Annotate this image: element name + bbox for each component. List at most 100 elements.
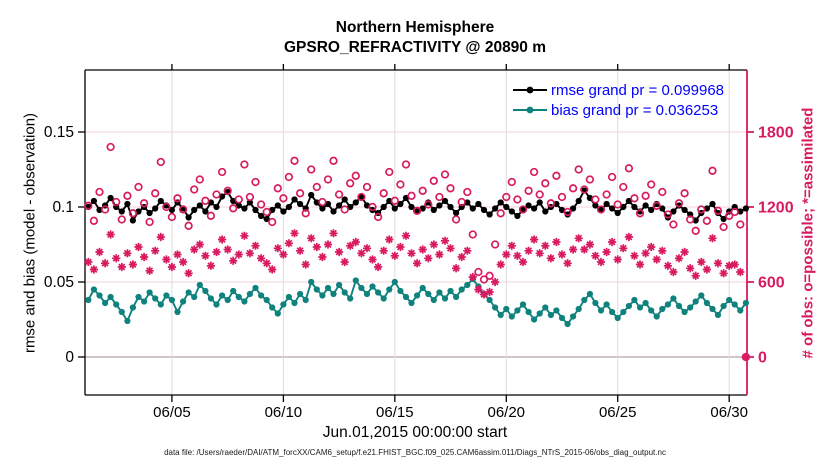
bias-series-marker: [553, 307, 560, 314]
rmse-series-marker: [336, 202, 343, 209]
bias-series-marker: [597, 307, 605, 314]
bias-series-marker: [152, 295, 159, 302]
assimilated-obs-marker: [658, 246, 667, 255]
rmse-series-marker: [90, 197, 97, 205]
rmse-series-marker: [308, 191, 315, 199]
possible-obs-marker: [84, 201, 93, 210]
rmse-series-marker: [531, 205, 538, 212]
rmse-series-marker: [592, 202, 599, 209]
assimilated-obs-marker: [184, 269, 193, 278]
assimilated-obs-marker: [156, 232, 165, 242]
possible-obs-marker: [117, 215, 126, 224]
rmse-series-marker: [441, 197, 449, 205]
assimilated-obs-marker: [429, 240, 438, 249]
possible-obs-marker: [234, 195, 243, 204]
bias-series-marker: [408, 299, 415, 307]
possible-obs-marker: [440, 170, 450, 179]
assimilated-obs-marker: [479, 290, 489, 299]
y-left-tick-label: 0.15: [44, 124, 74, 141]
bias-series-marker: [297, 290, 304, 298]
rmse-series-marker: [503, 203, 510, 211]
rmse-series-marker: [319, 205, 326, 212]
bias-series-marker: [258, 292, 265, 299]
bias-series-marker: [330, 290, 337, 298]
assimilated-obs-marker: [630, 251, 639, 260]
rmse-series-marker: [96, 206, 103, 214]
bias-series-marker: [653, 313, 660, 320]
x-axis-label: Jun.01,2015 00:00:00 start: [322, 424, 508, 441]
assimilated-obs-marker: [95, 247, 104, 257]
assimilated-obs-marker: [697, 257, 706, 267]
possible-obs-marker: [725, 211, 734, 220]
bias-series-marker: [141, 298, 148, 305]
assimilated-obs-marker: [569, 245, 578, 254]
possible-obs-marker: [619, 182, 628, 192]
assimilated-obs-marker: [362, 244, 372, 253]
assimilated-obs-marker: [173, 250, 182, 259]
possible-obs-marker: [245, 192, 255, 202]
rmse-series-marker: [107, 194, 114, 202]
assimilated-obs-marker: [290, 229, 299, 238]
assimilated-obs-marker: [273, 244, 282, 253]
bias-series-marker: [670, 295, 677, 302]
possible-obs-marker: [713, 206, 723, 215]
possible-obs-marker: [641, 191, 650, 200]
bias-series-marker: [386, 286, 393, 293]
bias-series-marker: [547, 311, 555, 319]
bias-series-marker: [163, 292, 170, 299]
possible-obs-marker: [100, 205, 110, 214]
rmse-series-marker: [737, 208, 744, 215]
assimilated-obs-marker: [552, 237, 561, 247]
bias-series-marker: [246, 290, 253, 298]
bias-series-marker: [631, 296, 638, 304]
assimilated-obs-marker: [652, 255, 661, 264]
bias-series-marker: [107, 293, 114, 301]
assimilated-obs-marker: [708, 234, 717, 243]
bias-series-marker: [742, 299, 750, 307]
possible-obs-marker: [396, 180, 405, 189]
assimilated-obs-marker: [541, 241, 550, 250]
rmse-series-marker: [191, 206, 198, 214]
rmse-series-marker: [341, 196, 348, 203]
assimilated-obs-marker: [123, 249, 132, 258]
possible-obs-marker: [128, 209, 138, 218]
possible-obs-marker: [568, 184, 578, 193]
possible-obs-marker: [730, 207, 739, 217]
assimilated-obs-marker: [89, 265, 98, 274]
bias-series-marker: [592, 299, 599, 307]
assimilated-obs-marker: [446, 244, 455, 253]
bias-series-marker: [464, 281, 471, 289]
assimilated-obs-marker: [613, 255, 622, 264]
assimilated-obs-marker: [730, 260, 739, 269]
possible-obs-marker: [424, 200, 433, 209]
bias-series-marker: [269, 304, 276, 311]
bias-series-marker: [726, 296, 733, 304]
assimilated-obs-marker: [106, 230, 115, 239]
bias-series-marker: [720, 302, 727, 310]
bias-series-marker: [180, 298, 187, 305]
assimilated-obs-marker: [591, 251, 600, 260]
x-tick-label: 06/20: [487, 404, 525, 421]
assimilated-obs-marker: [440, 236, 450, 245]
possible-obs-marker: [184, 221, 193, 230]
chart-title-line2: GPSRO_REFRACTIVITY @ 20890 m: [283, 39, 547, 56]
rmse-series-marker: [330, 208, 337, 215]
bias-series-marker: [196, 281, 203, 289]
assimilated-obs-marker: [245, 249, 254, 258]
rmse-series-marker: [408, 203, 415, 211]
possible-obs-marker: [223, 186, 232, 195]
rmse-series-marker: [258, 212, 265, 220]
possible-obs-marker: [334, 190, 344, 199]
possible-obs-marker: [151, 189, 160, 198]
assimilated-obs-marker: [268, 265, 277, 274]
possible-obs-marker: [385, 167, 394, 177]
assimilated-obs-marker: [240, 231, 249, 240]
bias-series-marker: [709, 305, 716, 313]
rmse-series-marker: [436, 202, 443, 209]
possible-obs-marker: [284, 172, 294, 182]
bias-series-marker: [497, 311, 504, 319]
possible-obs-marker: [373, 212, 383, 222]
bias-series-marker: [341, 289, 348, 296]
bias-series-marker: [698, 292, 705, 299]
